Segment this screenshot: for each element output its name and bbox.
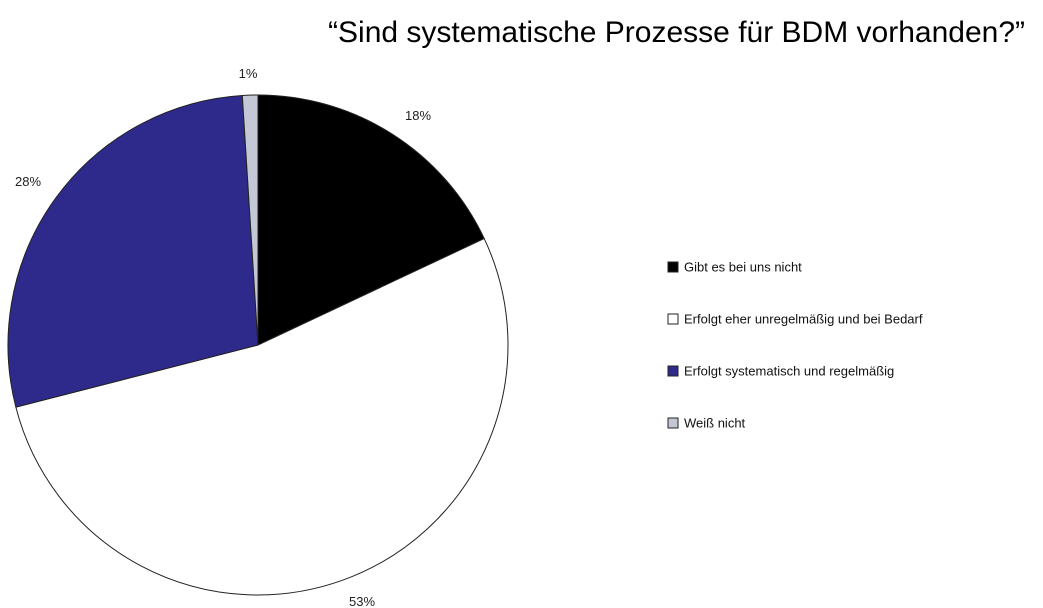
legend-swatch <box>667 261 679 273</box>
legend: Gibt es bei uns nicht Erfolgt eher unrege… <box>667 260 923 431</box>
pie-slice-gibt-es-bei-uns-nicht <box>257 94 485 346</box>
chart-title: “Sind systematische Prozesse für BDM vor… <box>328 16 1025 49</box>
pie-slice-erfolgt-systematisch-und-regelmaessig <box>7 94 259 408</box>
slice-labels: 18% 53% 28% 1% <box>15 66 431 608</box>
legend-label: Erfolgt systematisch und regelmäßig <box>684 364 894 379</box>
legend-swatch <box>667 417 679 429</box>
data-label-erfolgt-systematisch-und-regelmaessig: 28% <box>15 174 41 189</box>
legend-swatch <box>667 313 679 325</box>
legend-item-gibt-es-bei-uns-nicht: Gibt es bei uns nicht <box>667 260 802 275</box>
legend-swatch <box>667 365 679 377</box>
pie-slices <box>7 94 509 596</box>
legend-label: Weiß nicht <box>684 416 746 431</box>
legend-item-erfolgt-systematisch-und-regelmaessig: Erfolgt systematisch und regelmäßig <box>667 364 894 379</box>
data-label-weiss-nicht: 1% <box>239 66 258 81</box>
legend-item-weiss-nicht: Weiß nicht <box>667 416 746 431</box>
legend-label: Erfolgt eher unregelmäßig und bei Bedarf <box>684 312 923 327</box>
legend-item-erfolgt-eher-unregelmaessig-und-bei-bedarf: Erfolgt eher unregelmäßig und bei Bedarf <box>667 312 923 327</box>
data-label-gibt-es-bei-uns-nicht: 18% <box>405 108 431 123</box>
pie-slice-erfolgt-eher-unregelmaessig-und-bei-bedarf <box>15 237 509 596</box>
data-label-erfolgt-eher-unregelmaessig-und-bei-bedarf: 53% <box>349 594 375 608</box>
pie-slice-weiss-nicht <box>241 94 259 346</box>
legend-label: Gibt es bei uns nicht <box>684 260 802 275</box>
